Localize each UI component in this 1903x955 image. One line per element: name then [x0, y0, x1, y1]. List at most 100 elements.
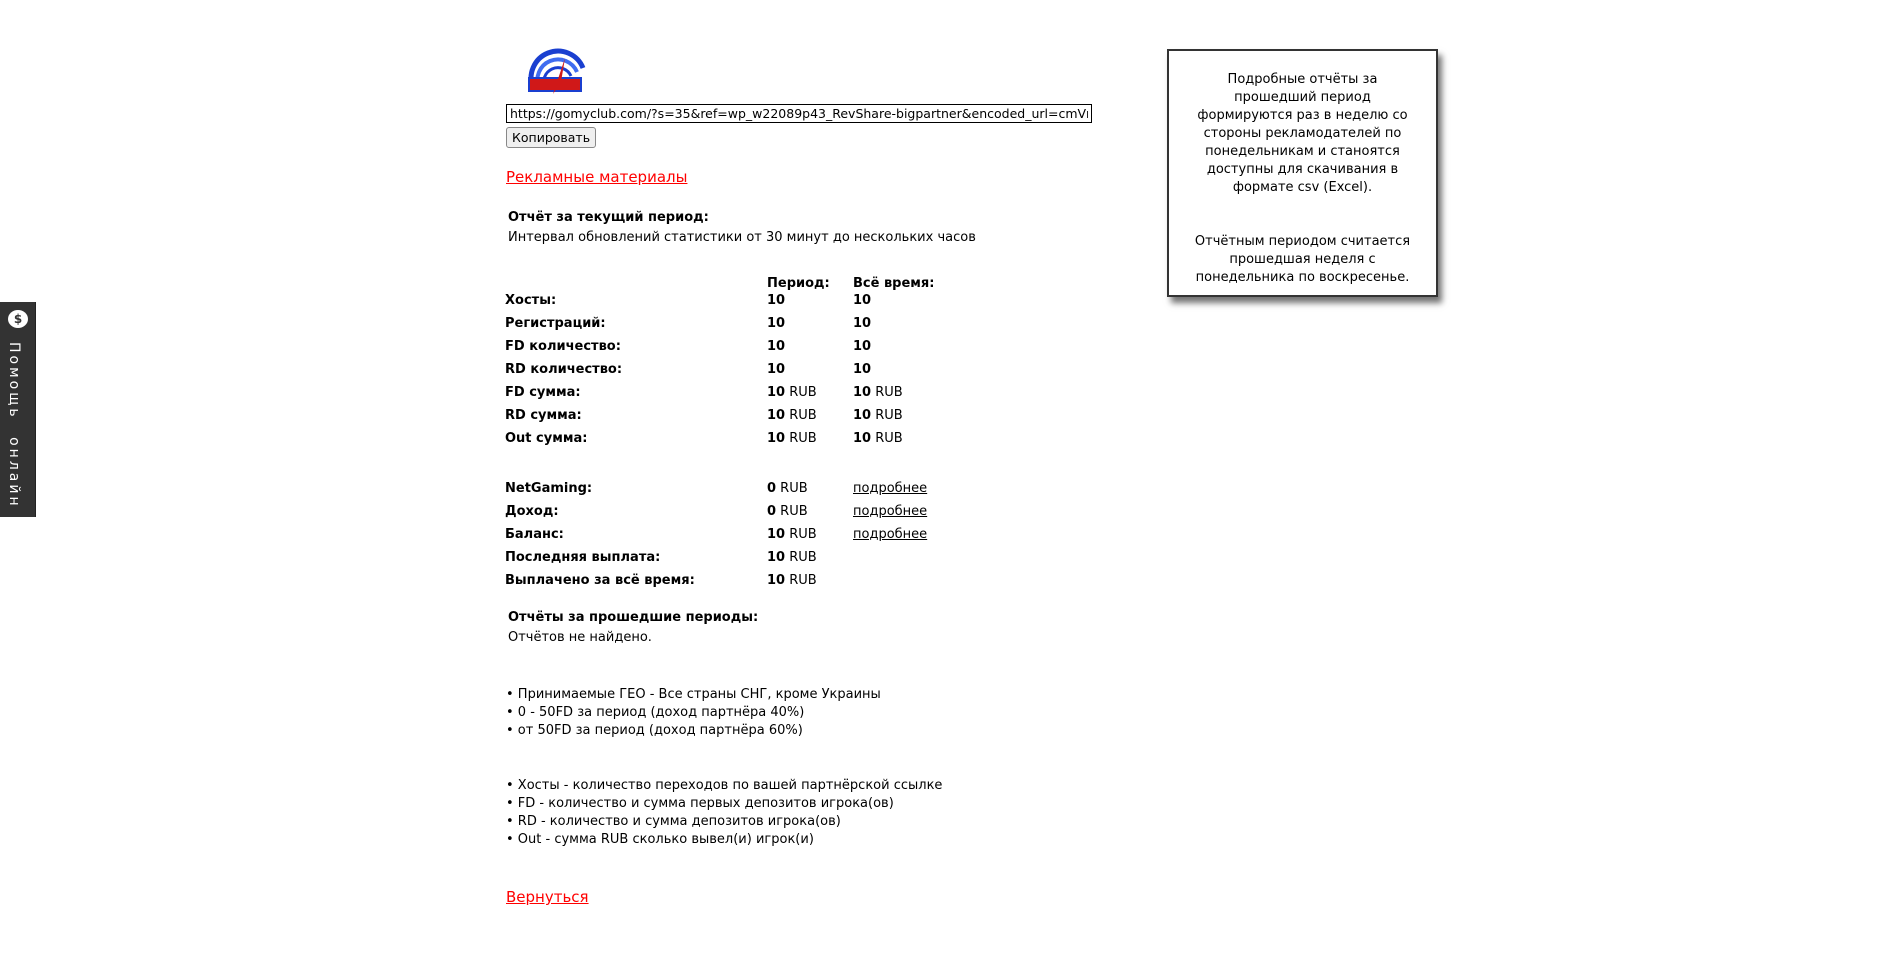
stats-row: FD количество: 10 10	[505, 337, 965, 360]
finance-value: 10 RUB	[767, 571, 853, 594]
terms-item: • Принимаемые ГЕО - Все страны СНГ, кром…	[506, 687, 881, 702]
value: 10	[767, 573, 786, 588]
value: 10	[767, 316, 786, 331]
stat-all-time-value: 10 RUB	[853, 429, 903, 452]
stat-label: Регистраций:	[505, 316, 606, 331]
finance-row: NetGaming: 0 RUB подробнее	[505, 479, 965, 502]
current-report-title: Отчёт за текущий период:	[508, 210, 709, 225]
ad-materials-link[interactable]: Рекламные материалы	[506, 168, 688, 186]
finance-rows: NetGaming: 0 RUB подробнее Доход: 0 RUB подро…	[505, 479, 965, 594]
finance-label: Баланс:	[505, 527, 564, 542]
details-link[interactable]: подробнее	[853, 504, 928, 519]
stat-period-value: 10	[767, 314, 853, 337]
header-spacer	[505, 274, 767, 291]
unit: RUB	[871, 431, 903, 446]
glossary-item: • Хосты - количество переходов по вашей …	[506, 778, 943, 793]
finance-row: Последняя выплата: 10 RUB	[505, 548, 965, 571]
finance-row: Баланс: 10 RUB подробнее	[505, 525, 965, 548]
glossary-item: • Out - сумма RUB сколько вывел(и) игрок…	[506, 832, 814, 847]
value: 10	[853, 385, 872, 400]
details-link[interactable]: подробнее	[853, 527, 928, 542]
unit: RUB	[785, 385, 817, 400]
value: 10	[853, 362, 872, 377]
stats-header: Период: Всё время:	[505, 274, 965, 291]
stat-all-time-value: 10	[853, 314, 871, 337]
stats-row: FD сумма: 10 RUB 10 RUB	[505, 383, 965, 406]
stat-label: FD сумма:	[505, 385, 581, 400]
terms-item: • 0 - 50FD за период (доход партнёра 40%…	[506, 705, 805, 720]
unit: RUB	[785, 550, 817, 565]
update-interval-note: Интервал обновлений статистики от 30 мин…	[508, 230, 976, 245]
finance-value: 10 RUB	[767, 525, 853, 548]
value: 10	[767, 385, 786, 400]
unit: RUB	[776, 504, 808, 519]
stat-period-value: 10 RUB	[767, 429, 853, 452]
col-period-header: Период:	[767, 276, 830, 291]
finance-row: Выплачено за всё время: 10 RUB	[505, 571, 965, 594]
stat-period-value: 10	[767, 337, 853, 360]
stats-row: RD количество: 10 10	[505, 360, 965, 383]
help-online-label: Помощь онлайн	[6, 342, 22, 509]
glossary-item: • FD - количество и сумма первых депозит…	[506, 796, 894, 811]
chat-dollar-icon: $	[8, 310, 28, 328]
finance-label: Доход:	[505, 504, 559, 519]
stat-label: Out сумма:	[505, 431, 588, 446]
value: 10	[767, 431, 786, 446]
value: 10	[853, 339, 872, 354]
details-link[interactable]: подробнее	[853, 481, 928, 496]
past-reports-empty: Отчётов не найдено.	[508, 630, 652, 645]
stat-label: RD сумма:	[505, 408, 582, 423]
finance-value: 10 RUB	[767, 548, 853, 571]
stats-row: Out сумма: 10 RUB 10 RUB	[505, 429, 965, 452]
finance-value: 0 RUB	[767, 502, 853, 525]
value: 10	[853, 293, 872, 308]
stats-table: Период: Всё время: Хосты: 10 10 Регистраций…	[505, 274, 965, 452]
col-all-time-header: Всё время:	[853, 276, 935, 291]
stat-period-value: 10	[767, 291, 853, 314]
value: 10	[767, 339, 786, 354]
stats-rows: Хосты: 10 10 Регистраций: 10 10 FD количество:…	[505, 291, 965, 452]
copy-button[interactable]: Копировать	[506, 127, 597, 148]
unit: RUB	[871, 385, 903, 400]
stat-all-time-value: 10 RUB	[853, 383, 903, 406]
past-reports-title: Отчёты за прошедшие периоды:	[508, 610, 759, 625]
unit: RUB	[785, 527, 817, 542]
stats-row: Хосты: 10 10	[505, 291, 965, 314]
stat-all-time-value: 10	[853, 291, 871, 314]
unit: RUB	[871, 408, 903, 423]
unit: RUB	[785, 573, 817, 588]
info-box-text: Подробные отчёты за прошедший период фор…	[1197, 72, 1408, 195]
stat-label: Хосты:	[505, 293, 557, 308]
finance-value: 0 RUB	[767, 479, 853, 502]
help-online-widget[interactable]: $ Помощь онлайн	[0, 302, 36, 517]
back-link[interactable]: Вернуться	[506, 888, 589, 906]
stat-period-value: 10	[767, 360, 853, 383]
unit: RUB	[776, 481, 808, 496]
stat-period-value: 10 RUB	[767, 383, 853, 406]
terms-list: • Принимаемые ГЕО - Все страны СНГ, кром…	[506, 686, 881, 740]
unit: RUB	[785, 408, 817, 423]
value: 0	[767, 504, 777, 519]
value: 10	[853, 431, 872, 446]
glossary-item: • RD - количество и сумма депозитов игро…	[506, 814, 841, 829]
stats-row: Регистраций: 10 10	[505, 314, 965, 337]
terms-item: • от 50FD за период (доход партнёра 60%)	[506, 723, 803, 738]
stat-all-time-value: 10	[853, 360, 871, 383]
value: 10	[767, 527, 786, 542]
unit: RUB	[785, 431, 817, 446]
referral-link-input[interactable]	[506, 104, 1092, 123]
value: 10	[767, 293, 786, 308]
finance-label: NetGaming:	[505, 481, 593, 496]
value: 10	[767, 362, 786, 377]
value: 0	[767, 481, 777, 496]
stat-label: RD количество:	[505, 362, 623, 377]
finance-label: Выплачено за всё время:	[505, 573, 695, 588]
stat-period-value: 10 RUB	[767, 406, 853, 429]
glossary-list: • Хосты - количество переходов по вашей …	[506, 777, 942, 849]
value: 10	[767, 408, 786, 423]
stat-all-time-value: 10 RUB	[853, 406, 903, 429]
info-box: Подробные отчёты за прошедший период фор…	[1167, 49, 1438, 297]
value: 10	[853, 408, 872, 423]
finance-label: Последняя выплата:	[505, 550, 661, 565]
info-box-text: Отчётным периодом считается прошедшая не…	[1194, 234, 1411, 285]
